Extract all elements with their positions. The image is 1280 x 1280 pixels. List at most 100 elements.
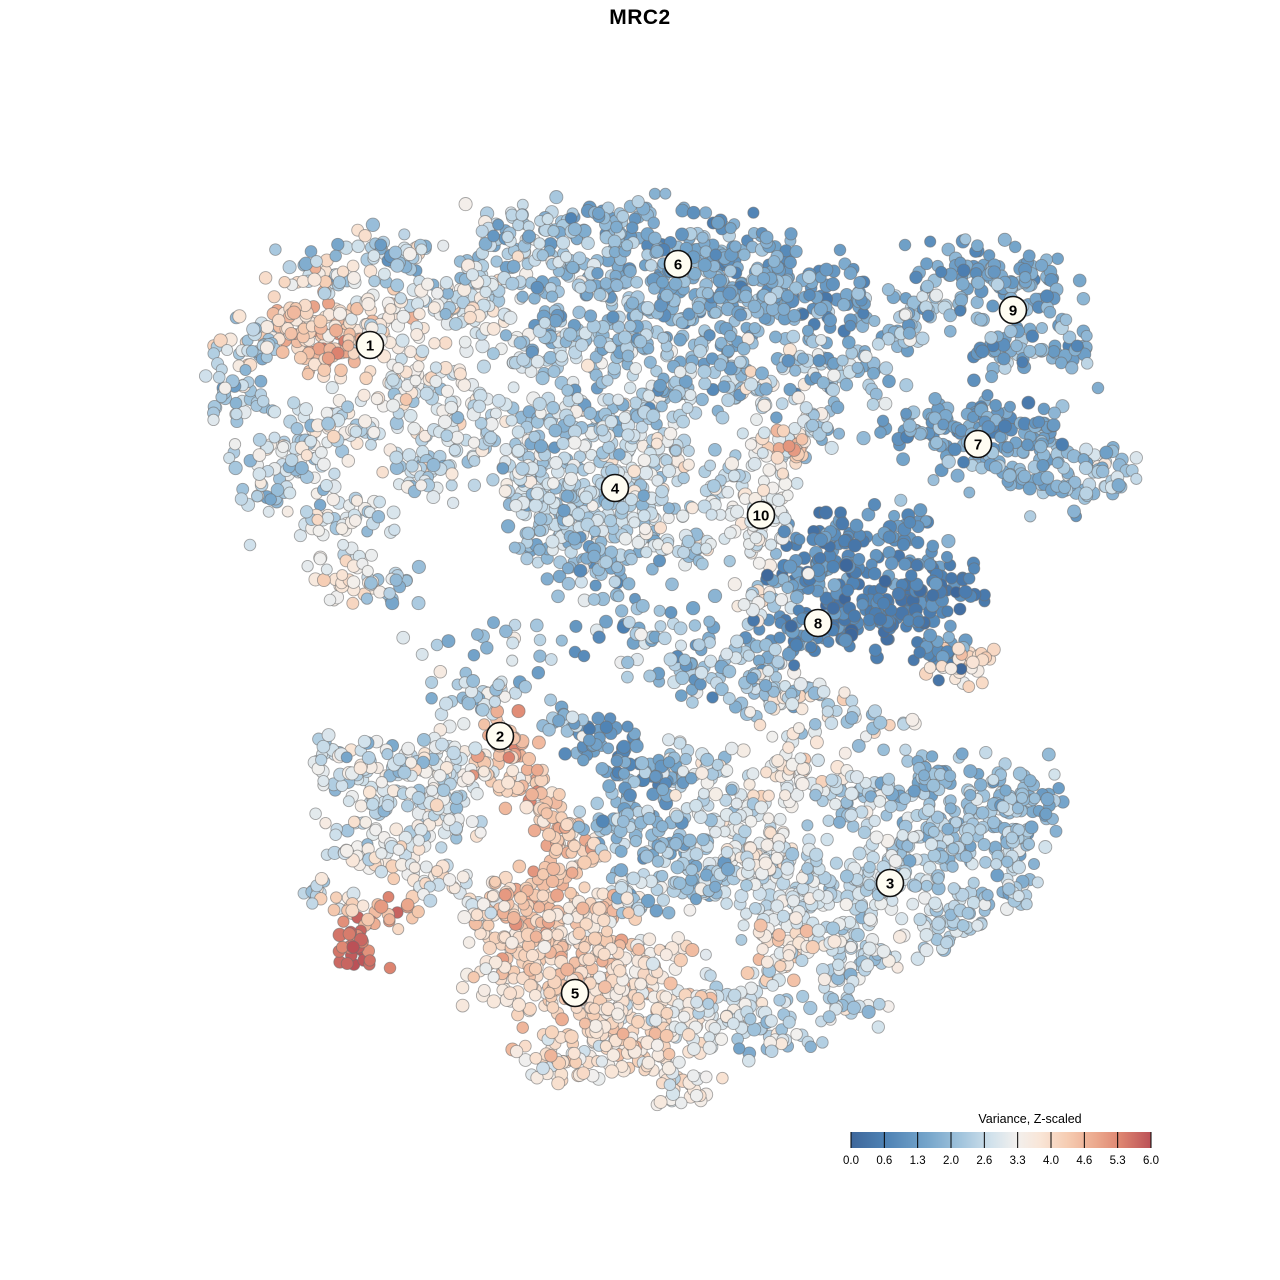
cell-point — [744, 706, 757, 719]
cell-point — [688, 619, 702, 632]
cell-point — [508, 618, 522, 632]
cell-point — [411, 905, 425, 919]
cell-point — [927, 474, 940, 487]
cell-point — [693, 810, 708, 825]
cell-point — [829, 856, 843, 870]
cell-point — [801, 819, 814, 832]
cell-point — [686, 1069, 700, 1083]
cell-point — [448, 443, 461, 457]
cell-point — [663, 976, 678, 991]
cell-point — [913, 503, 928, 518]
cell-point — [604, 415, 618, 429]
cell-point — [654, 841, 667, 854]
cell-point — [730, 797, 743, 810]
cell-point — [428, 337, 441, 350]
cell-point — [1025, 329, 1040, 343]
cell-point — [505, 276, 520, 291]
cell-point — [334, 363, 348, 378]
cell-point — [676, 414, 690, 429]
cell-point — [474, 416, 488, 430]
cell-point — [1049, 824, 1063, 838]
cell-point — [544, 693, 558, 707]
cell-point — [747, 456, 762, 471]
cell-point — [987, 642, 1001, 657]
cell-point — [930, 436, 944, 450]
cell-point — [744, 815, 758, 828]
cell-point — [394, 292, 407, 305]
cell-point — [844, 940, 858, 954]
cell-point — [708, 1021, 722, 1035]
cell-point — [392, 923, 405, 936]
cell-point — [606, 310, 620, 324]
cell-point — [775, 397, 789, 410]
cell-point — [877, 596, 891, 610]
cell-point — [662, 906, 676, 920]
cell-point — [679, 752, 693, 766]
cell-point — [519, 800, 534, 815]
cell-point — [1041, 747, 1056, 762]
cell-point — [521, 751, 537, 767]
cell-point — [923, 661, 937, 674]
cell-point — [841, 583, 855, 597]
cell-point — [863, 912, 877, 927]
cell-point — [851, 286, 866, 301]
cell-point — [721, 393, 736, 408]
cell-point — [642, 932, 657, 946]
cell-point — [697, 258, 712, 273]
cell-point — [632, 943, 646, 956]
cell-point — [260, 320, 275, 334]
cell-point — [750, 413, 763, 426]
cell-point — [315, 753, 328, 767]
cell-point — [944, 619, 957, 633]
cell-point — [942, 631, 955, 644]
cell-point — [1011, 860, 1026, 875]
cell-point — [251, 490, 264, 503]
cell-point — [675, 670, 690, 686]
cell-point — [653, 378, 667, 393]
cell-point — [861, 1004, 876, 1019]
cell-point — [316, 739, 331, 754]
cell-point — [910, 558, 924, 572]
cell-point — [282, 260, 297, 275]
cell-point — [401, 799, 415, 813]
cell-point — [781, 581, 794, 594]
cell-point — [963, 486, 976, 499]
cell-point — [919, 943, 934, 958]
cell-point — [661, 542, 674, 555]
cell-point — [746, 767, 760, 781]
cell-point — [342, 927, 356, 941]
cell-point — [639, 849, 654, 864]
cell-point — [350, 494, 364, 507]
cell-point — [955, 747, 969, 761]
cell-point — [374, 238, 388, 252]
cell-point — [789, 244, 803, 259]
cell-point — [319, 816, 332, 830]
cell-point — [792, 722, 805, 735]
cell-point — [407, 421, 421, 436]
cell-point — [734, 888, 749, 904]
cell-point — [398, 228, 411, 241]
cell-point — [1027, 857, 1041, 871]
cell-point — [871, 1020, 885, 1034]
cell-point — [426, 490, 441, 505]
cell-point — [822, 636, 835, 648]
cell-point — [621, 655, 635, 670]
cell-point — [413, 307, 426, 321]
cell-point — [544, 653, 558, 666]
cell-point — [892, 930, 907, 944]
cell-point — [351, 239, 365, 254]
cell-point — [803, 1000, 818, 1016]
cell-point — [631, 535, 646, 550]
cell-point — [1129, 451, 1143, 465]
cell-point — [963, 764, 978, 779]
cell-point — [669, 789, 682, 802]
cell-point — [784, 227, 798, 241]
cell-point — [673, 953, 688, 968]
cell-point — [682, 444, 695, 458]
cell-point — [834, 506, 847, 519]
cell-point — [367, 425, 381, 439]
cell-point — [1024, 820, 1039, 835]
cell-point — [388, 523, 401, 536]
cell-point — [383, 913, 396, 926]
cell-point — [573, 563, 588, 578]
